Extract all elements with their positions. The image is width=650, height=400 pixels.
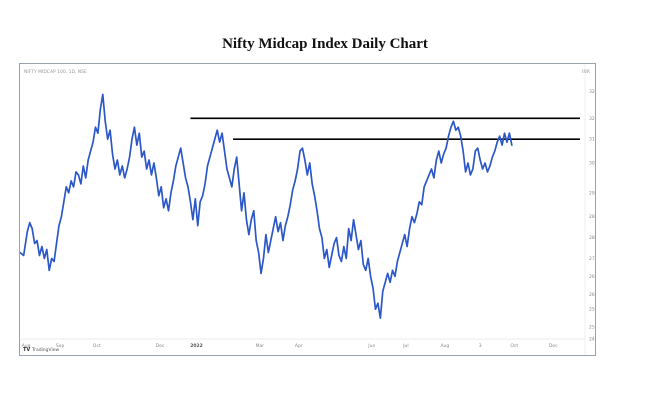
y-tick-label: 30500.00 [589,161,595,167]
y-tick-label: 31300.00 [589,137,595,143]
y-tick-label: 27300.00 [589,256,595,262]
y-axis-ticks: 32900.00 32000.00 31300.00 30500.00 29500.00… [589,89,595,343]
y-tick-label: 25600.00 [589,307,595,313]
x-tick-label: Aug [22,343,31,349]
x-tick-label: Mar [256,343,265,349]
y-tick-label: 29500.00 [589,190,595,196]
x-tick-label: Dec [156,343,165,349]
x-tick-label: Jun [367,343,375,349]
x-tick-label: Oct [510,343,518,349]
y-tick-label: 32000.00 [589,116,595,122]
chart-title: Nifty Midcap Index Daily Chart [222,36,428,52]
y-tick-label: 26700.00 [589,274,595,280]
price-series-line [20,93,513,319]
series-group [20,93,513,319]
x-tick-label: Aug [440,343,449,349]
y-tick-label: 26100.00 [589,292,595,298]
x-tick-label: 3 [479,343,482,349]
currency-label: INR [582,69,590,75]
x-tick-label: 2022 [190,343,203,349]
price-chart[interactable]: NIFTY MIDCAP 100, 1D, NSE INR 32900.0032… [20,64,595,355]
chart-frame: NIFTY MIDCAP 100, 1D, NSE INR 32900.0032… [19,63,596,356]
y-tick-label: 28700.00 [589,214,595,220]
y-tick-label: 24610.00 [589,337,595,343]
symbol-label: NIFTY MIDCAP 100, 1D, NSE [24,69,87,75]
watermark-text: TradingView [31,347,60,353]
x-axis-ticks: Aug Sep Oct Dec 2022 Mar Apr Jun Jul Aug 3 Oct Dec [22,343,558,349]
x-tick-label: Sep [56,343,65,349]
y-tick-label: 25000.00 [589,325,595,331]
y-tick-label: 28000.00 [589,235,595,241]
x-tick-label: Apr [295,343,303,349]
x-tick-label: Jul [402,343,408,349]
tradingview-logo-icon: TV [23,347,30,353]
tradingview-logo: TV TradingView [23,347,60,353]
x-tick-label: Dec [549,343,558,349]
y-tick-label: 32900.00 [589,89,595,95]
x-tick-label: Oct [93,343,101,349]
resistance-lines [190,117,580,140]
